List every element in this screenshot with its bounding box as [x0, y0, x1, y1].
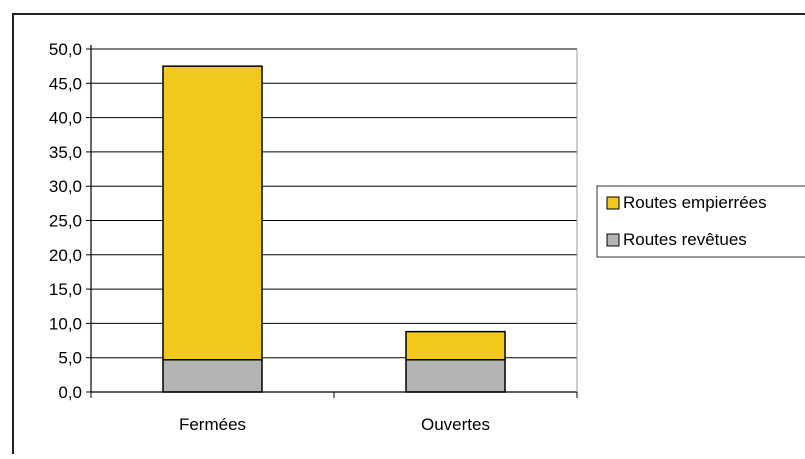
y-tick-label: 35,0: [49, 143, 82, 162]
y-tick-label: 15,0: [49, 280, 82, 299]
y-tick-label: 20,0: [49, 246, 82, 265]
bar-empierrees-0: [162, 65, 263, 361]
legend-swatch-routes-revetues: [606, 233, 620, 247]
legend-box: [596, 185, 805, 258]
y-tick-label: 50,0: [49, 40, 82, 59]
bar-revetues-0: [162, 359, 263, 393]
y-tick-label: 10,0: [49, 314, 82, 333]
y-tick-label: 45,0: [49, 74, 82, 93]
y-tick-label: 5,0: [58, 349, 82, 368]
y-tick-label: 30,0: [49, 177, 82, 196]
legend-label-routes-empierrees: Routes empierrées: [623, 193, 767, 212]
axes: [90, 45, 578, 398]
x-tick-label: Fermées: [179, 415, 246, 434]
bar-revetues-1: [405, 359, 506, 393]
legend-swatch-routes-empierrees: [606, 196, 620, 210]
legend-label-routes-revetues: Routes revêtues: [623, 230, 747, 249]
x-tick-label: Ouvertes: [421, 415, 490, 434]
bars: [162, 65, 506, 393]
legend: Routes empierrées Routes revêtues: [596, 185, 805, 258]
y-tick-label: 0,0: [58, 383, 82, 402]
bar-empierrees-1: [405, 330, 506, 361]
x-tick-labels: Fermées Ouvertes: [179, 415, 490, 434]
y-tick-labels: 0,0 5,0 10,0 15,0 20,0 25,0 30,0 35,0 40,0 45,0 50…: [49, 40, 82, 402]
y-tick-label: 25,0: [49, 212, 82, 231]
y-tick-label: 40,0: [49, 109, 82, 128]
